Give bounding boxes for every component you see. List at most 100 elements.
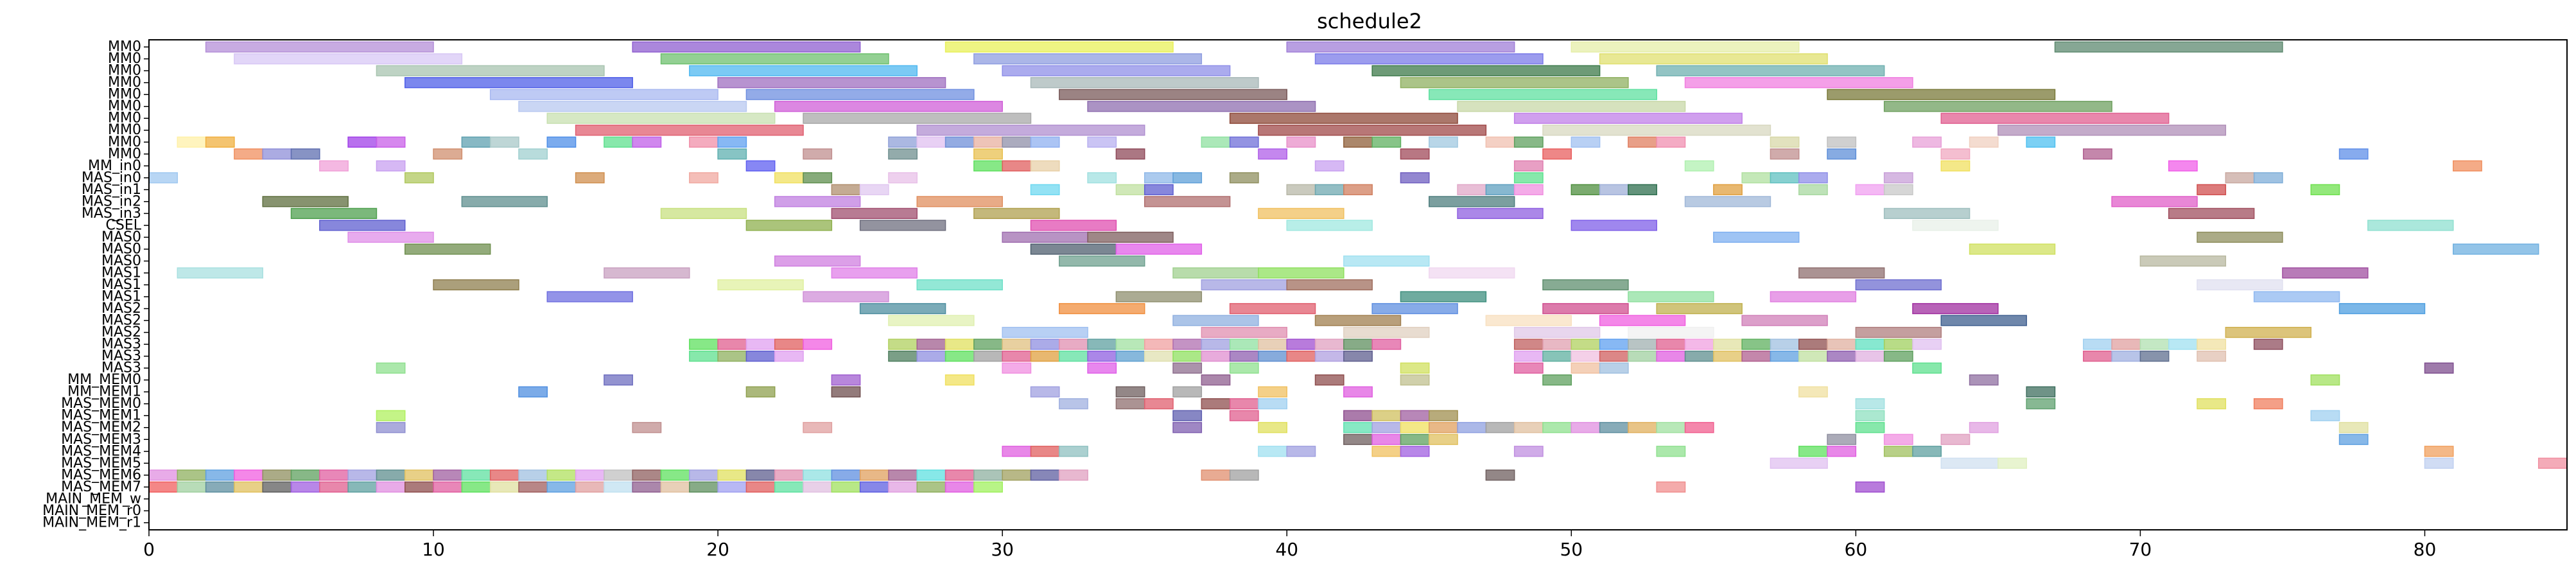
y-tick-label: MAS2 [101, 313, 141, 329]
task-bar [1485, 422, 1515, 434]
task-bar [1542, 374, 1572, 386]
x-tick-label: 70 [2129, 539, 2152, 560]
task-bar [177, 481, 207, 493]
task-bar [1912, 446, 1942, 457]
task-bar [1599, 362, 1629, 374]
task-bar [1798, 184, 1828, 195]
y-tick-label: MM0 [108, 122, 141, 138]
y-tick-label: MAS3 [101, 337, 141, 353]
task-bar [1827, 434, 1857, 445]
task-bar [1513, 172, 1544, 184]
task-bar [1201, 374, 1231, 386]
task-bar [1002, 469, 1032, 481]
task-bar [1400, 291, 1487, 302]
task-bar [1571, 220, 1657, 231]
task-bar [1314, 374, 1345, 386]
y-tick-label: MAIN_MEM_w [46, 491, 141, 507]
task-bar [347, 481, 378, 493]
task-bar [717, 148, 747, 160]
task-bar [1286, 279, 1373, 291]
task-bar [1855, 422, 1885, 434]
task-bar [1713, 350, 1743, 362]
task-bar [1599, 315, 1686, 326]
task-bar [1855, 398, 1885, 410]
task-bar [2424, 362, 2454, 374]
task-bar [319, 160, 349, 171]
task-bar [859, 469, 889, 481]
task-bar [888, 338, 918, 350]
task-bar [1429, 422, 1458, 434]
task-bar [1030, 136, 1060, 148]
task-bar [1400, 410, 1430, 421]
task-bar [1059, 302, 1145, 315]
task-bar [1798, 386, 1828, 398]
task-bar [489, 469, 519, 481]
y-tick-label: MM0 [108, 39, 141, 55]
task-bar [831, 386, 861, 398]
task-bar [1371, 422, 1402, 434]
task-bar [944, 469, 975, 481]
task-bar [405, 243, 491, 255]
task-bar [1770, 350, 1800, 362]
task-bar [1827, 89, 2056, 100]
task-bar [1087, 172, 1117, 184]
y-tick-label: MAS_MEM7 [61, 479, 141, 495]
task-bar [859, 184, 889, 195]
task-bar [575, 172, 605, 184]
task-bar [2168, 207, 2255, 220]
task-bar [1002, 136, 1032, 148]
task-bar [1030, 386, 1060, 398]
task-bar [717, 469, 747, 481]
task-bar [1030, 243, 1117, 255]
y-tick-label: MM0 [108, 63, 141, 79]
task-bar [1599, 422, 1629, 434]
task-bar [1855, 326, 1942, 338]
y-tick-label: MM0 [108, 98, 141, 114]
task-bar [774, 172, 804, 184]
task-bar [1172, 338, 1203, 350]
task-bar [1201, 326, 1287, 338]
task-bar [2197, 350, 2227, 362]
task-bar [831, 469, 861, 481]
task-bar [1172, 410, 1203, 421]
task-bar [1400, 446, 1430, 457]
task-bar [1940, 315, 2027, 326]
task-bar [177, 267, 263, 279]
task-bar [2139, 255, 2227, 267]
task-bar [1087, 231, 1174, 243]
task-bar [916, 136, 946, 148]
y-tick-label: MM_MEM1 [67, 384, 141, 400]
task-bar [1513, 112, 1743, 124]
task-bar [1343, 255, 1430, 267]
task-bar [888, 315, 975, 326]
task-bar [1314, 338, 1345, 350]
task-bar [546, 469, 577, 481]
task-bar [1115, 291, 1203, 302]
task-bar [148, 172, 178, 184]
task-bar [1030, 220, 1117, 231]
task-bar [433, 481, 463, 493]
task-bar [1713, 184, 1743, 195]
y-tick-label: MAS_MEM3 [61, 432, 141, 448]
task-bar [604, 267, 690, 279]
task-bar [1371, 446, 1402, 457]
task-bar [1429, 410, 1458, 421]
task-bar [1371, 65, 1601, 76]
task-bar [1258, 398, 1287, 410]
task-bar [2026, 398, 2056, 410]
task-bar [1258, 207, 1345, 220]
task-bar [518, 148, 548, 160]
task-bar [1229, 362, 1259, 374]
task-bar [717, 350, 747, 362]
task-bar [489, 89, 718, 100]
task-bar [1770, 136, 1800, 148]
task-bar [1201, 398, 1231, 410]
task-bar [632, 41, 861, 53]
y-tick-label: MM0 [108, 146, 141, 162]
task-bar [1144, 196, 1231, 207]
task-bar [1940, 457, 1999, 469]
x-tick-label: 30 [991, 539, 1014, 560]
y-tick-label: MM0 [108, 74, 141, 91]
task-bar [774, 350, 804, 362]
